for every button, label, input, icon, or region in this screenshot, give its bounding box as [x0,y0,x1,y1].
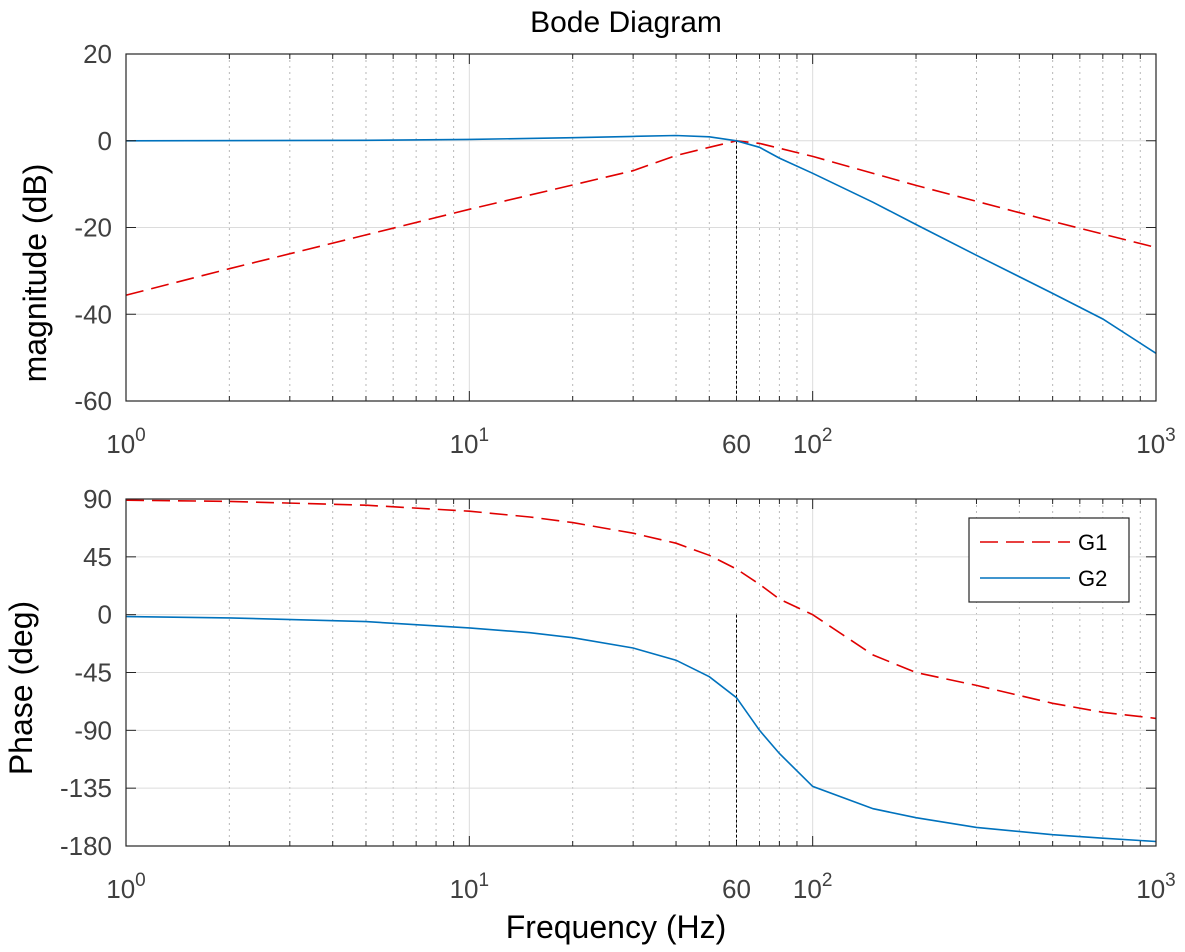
marker-tick-label: 60 [722,874,751,904]
legend-label-g2: G2 [1078,566,1107,591]
series-line-g2 [125,134,1157,354]
legend: G1 G2 [968,517,1130,603]
x-tick-label: 103 [1136,870,1176,904]
legend-box [968,517,1130,603]
y-tick-label: -45 [74,658,112,688]
y-tick-label: 20 [83,39,112,69]
y-tick-label: -40 [74,299,112,329]
legend-label-g1: G1 [1078,530,1107,555]
marker-tick-label: 60 [722,429,751,459]
series-line-g1 [125,139,1157,296]
y-tick-label: -135 [60,773,112,803]
y-tick-label: 0 [98,126,112,156]
magnitude-ylabel: magnitude (dB) [17,164,53,383]
series-line-g1 [125,499,1157,720]
x-tick-label: 103 [1136,425,1176,459]
frequency-xlabel: Frequency (Hz) [506,909,727,945]
phase-ylabel: Phase (deg) [3,601,39,775]
x-tick-label: 100 [106,425,146,459]
y-tick-label: -90 [74,715,112,745]
x-tick-label: 101 [450,425,490,459]
x-tick-label: 102 [793,425,833,459]
y-tick-label: -60 [74,386,112,416]
y-tick-label: -20 [74,213,112,243]
magnitude-plot: 60 20 0 -20 -40 -60 100 101 102 103 [74,39,1175,459]
x-tick-label: 101 [450,870,490,904]
y-tick-label: 45 [83,542,112,572]
y-tick-label: 90 [83,484,112,514]
y-tick-label: 0 [98,600,112,630]
x-tick-label: 100 [106,870,146,904]
y-tick-label: -180 [60,831,112,861]
chart-title: Bode Diagram [530,6,722,39]
series-line-g2 [125,615,1157,843]
x-tick-label: 102 [793,870,833,904]
